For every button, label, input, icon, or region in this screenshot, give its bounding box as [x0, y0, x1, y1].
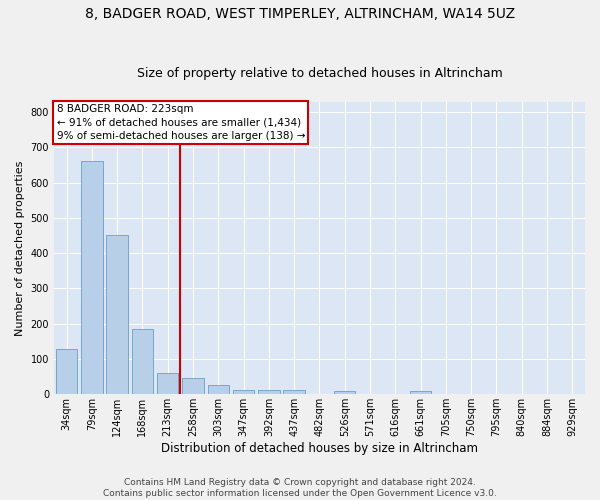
- Bar: [233, 390, 254, 394]
- Bar: [182, 378, 204, 394]
- Y-axis label: Number of detached properties: Number of detached properties: [15, 160, 25, 336]
- Bar: [258, 390, 280, 394]
- Text: 8 BADGER ROAD: 223sqm
← 91% of detached houses are smaller (1,434)
9% of semi-de: 8 BADGER ROAD: 223sqm ← 91% of detached …: [56, 104, 305, 141]
- Bar: [56, 349, 77, 395]
- Bar: [334, 392, 355, 394]
- Text: 8, BADGER ROAD, WEST TIMPERLEY, ALTRINCHAM, WA14 5UZ: 8, BADGER ROAD, WEST TIMPERLEY, ALTRINCH…: [85, 8, 515, 22]
- X-axis label: Distribution of detached houses by size in Altrincham: Distribution of detached houses by size …: [161, 442, 478, 455]
- Title: Size of property relative to detached houses in Altrincham: Size of property relative to detached ho…: [137, 66, 502, 80]
- Bar: [131, 329, 153, 394]
- Bar: [410, 392, 431, 394]
- Bar: [157, 373, 178, 394]
- Bar: [106, 235, 128, 394]
- Bar: [81, 162, 103, 394]
- Text: Contains HM Land Registry data © Crown copyright and database right 2024.
Contai: Contains HM Land Registry data © Crown c…: [103, 478, 497, 498]
- Bar: [283, 390, 305, 394]
- Bar: [208, 386, 229, 394]
